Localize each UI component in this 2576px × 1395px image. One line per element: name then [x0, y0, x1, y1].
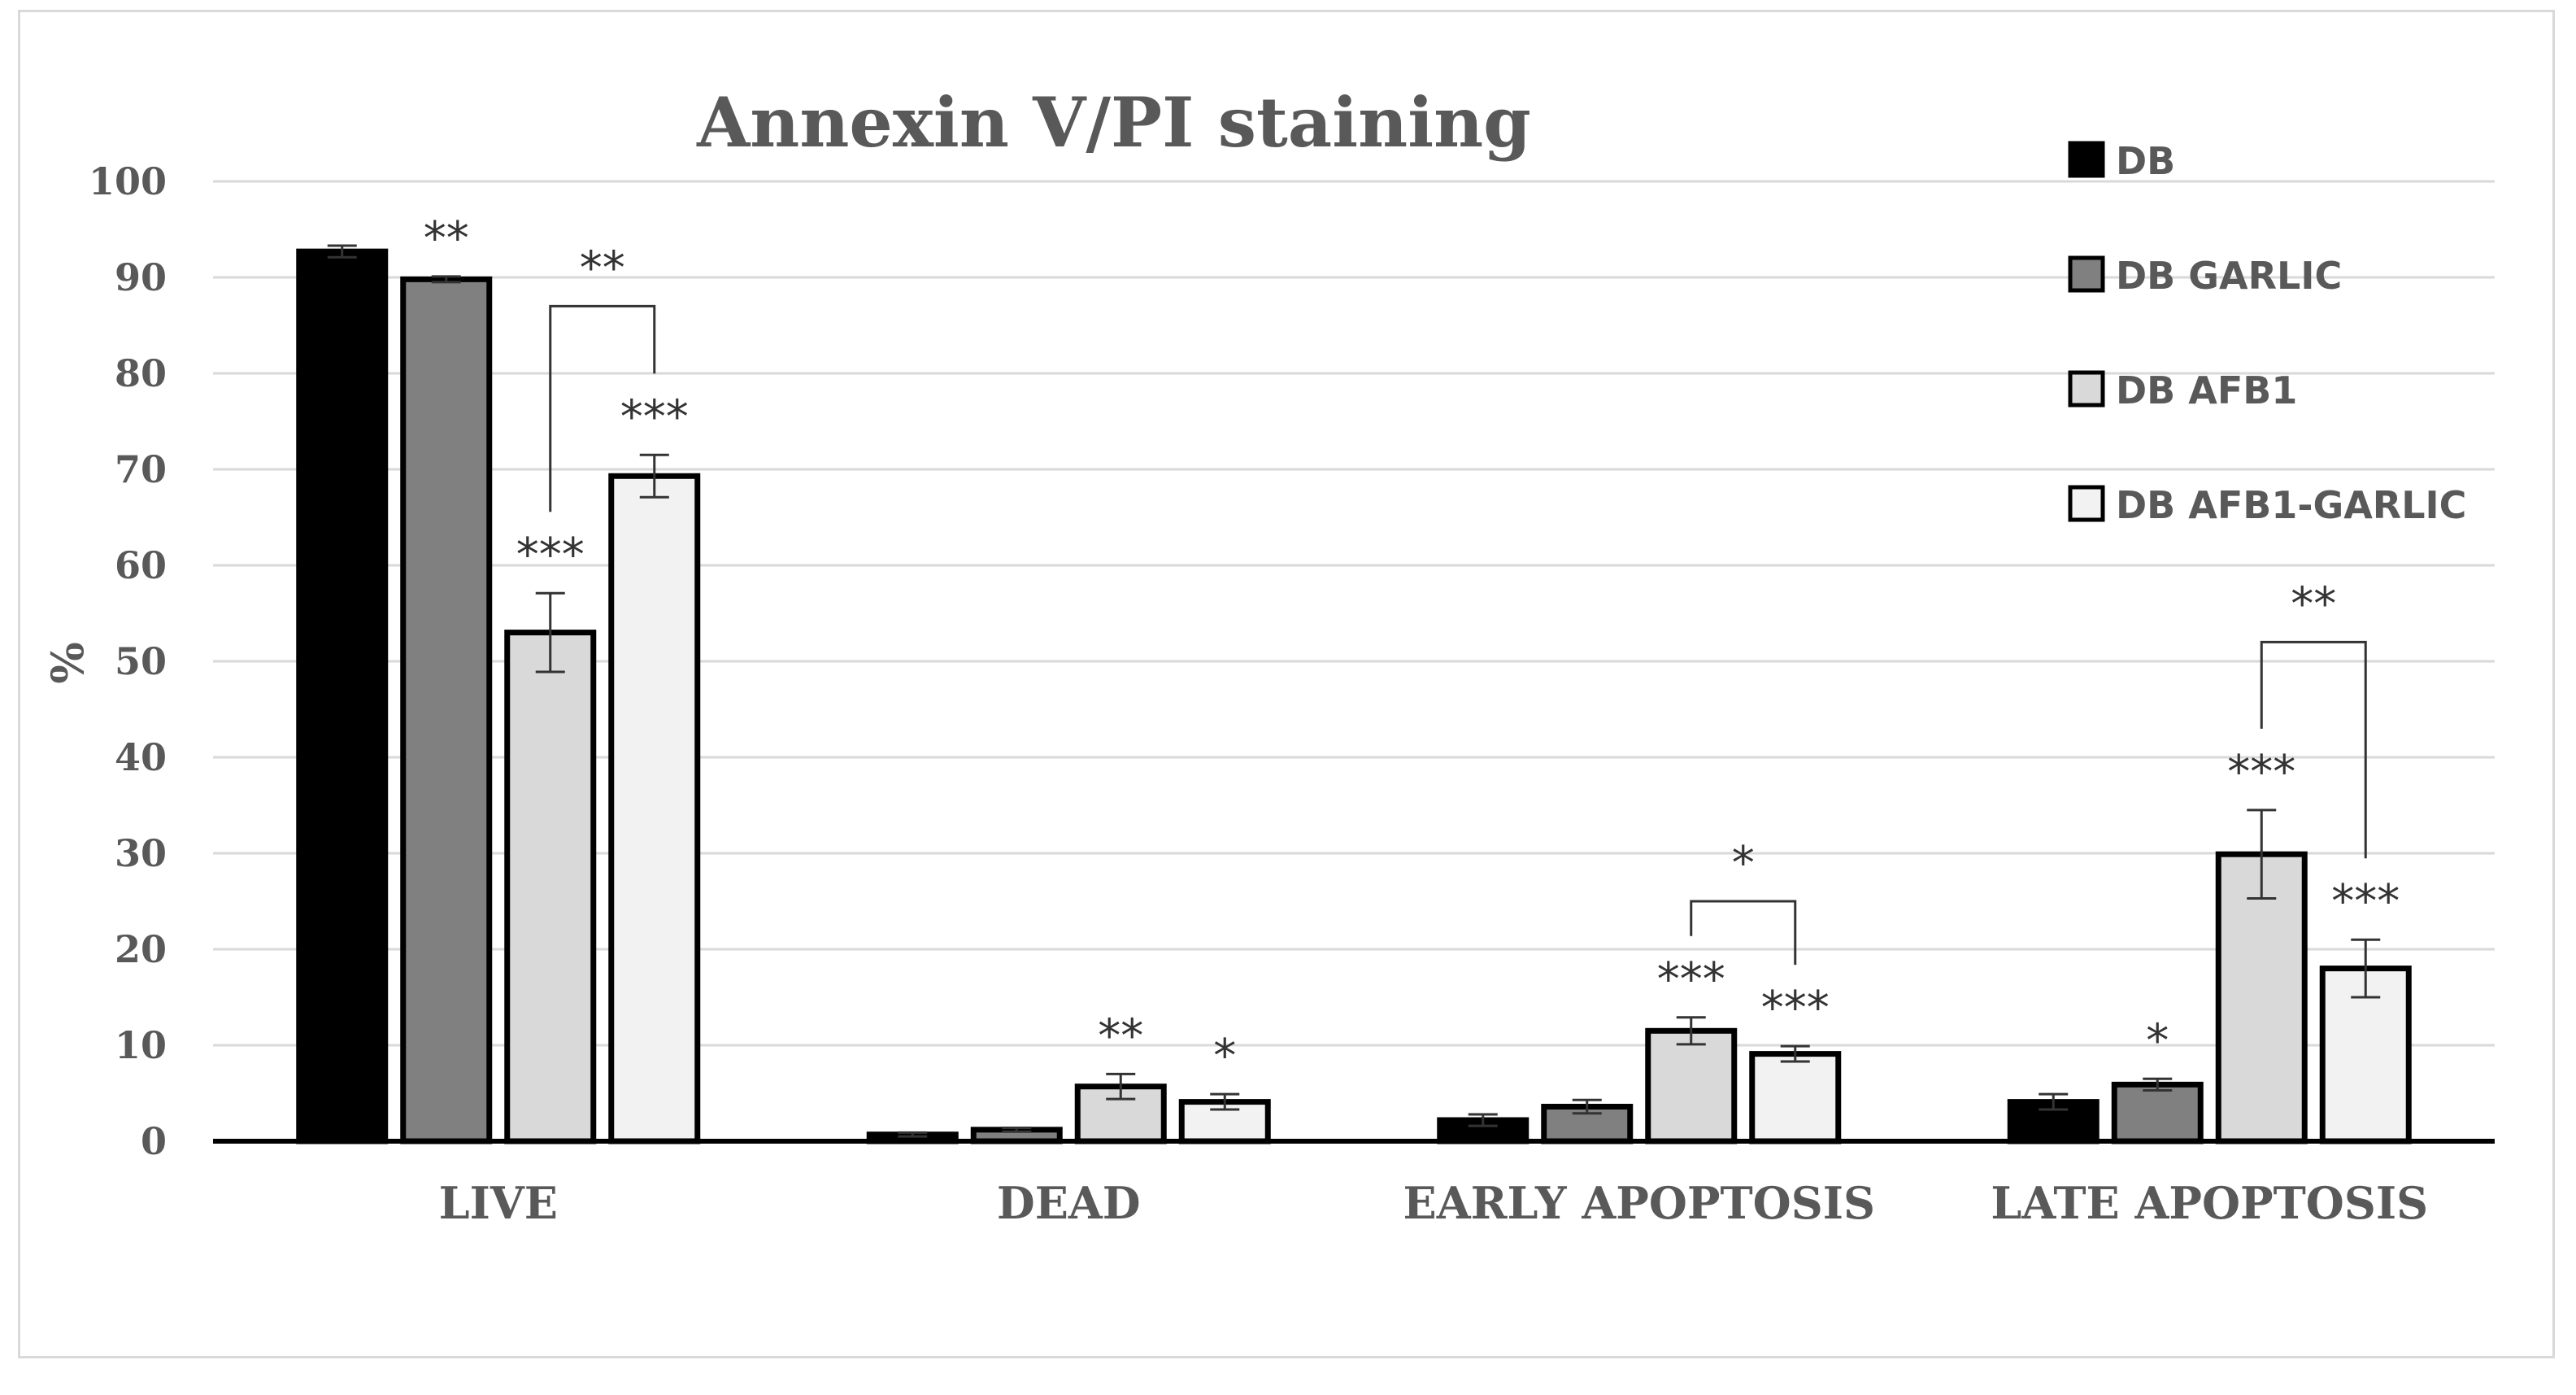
- y-tick-label: 30: [115, 831, 167, 875]
- legend-swatch: [2068, 370, 2105, 408]
- y-tick-label: 0: [141, 1119, 167, 1163]
- legend-label: DB AFB1-GARLIC: [2116, 483, 2466, 527]
- comparison-label: **: [580, 242, 625, 294]
- y-tick-label: 70: [115, 447, 167, 491]
- y-tick-label: 60: [115, 543, 167, 587]
- legend: DB DB GARLIC DB AFB1 DB AFB1-GARLIC: [2068, 139, 2466, 527]
- comparison-label: *: [1732, 837, 1755, 890]
- legend-swatch: [2068, 255, 2105, 293]
- legend-label: DB AFB1: [2116, 368, 2297, 412]
- significance-label: ***: [516, 529, 585, 582]
- y-tick-label: 50: [115, 639, 167, 683]
- significance-label: ***: [2227, 746, 2295, 799]
- significance-label: **: [424, 212, 469, 265]
- axes: 0 10 20 30 40 50 60 70 80 90 100 LIVE DEAD EARLY APOP…: [89, 159, 2495, 1229]
- chart-title: Annexin V/PI staining: [696, 82, 1531, 163]
- comparison-bracket: [1690, 900, 1797, 966]
- x-category-label: LIVE: [439, 1177, 558, 1229]
- comparison-bracket: [549, 304, 656, 512]
- y-axis-label: %: [41, 642, 94, 683]
- x-category-label: DEAD: [997, 1177, 1141, 1229]
- bar: [2215, 851, 2308, 1144]
- legend-label: DB GARLIC: [2116, 254, 2342, 298]
- significance-label: ***: [1657, 953, 1725, 1006]
- y-tick-label: 80: [115, 351, 167, 395]
- bar: [608, 473, 701, 1144]
- bar: [296, 248, 389, 1144]
- comparison-label: **: [2291, 578, 2336, 630]
- comparison-bracket: [2260, 640, 2367, 859]
- legend-swatch: [2068, 141, 2105, 178]
- significance-label: ***: [1761, 982, 1830, 1035]
- bars: *****************************: [296, 212, 2412, 1144]
- y-tick-label: 10: [115, 1023, 167, 1067]
- significance-label: **: [1098, 1009, 1143, 1062]
- legend-swatch: [2068, 485, 2105, 522]
- significance-label: ***: [2331, 875, 2400, 928]
- y-tick-label: 20: [115, 927, 167, 971]
- significance-label: *: [2146, 1014, 2169, 1067]
- legend-label: DB: [2116, 139, 2175, 183]
- y-tick-label: 100: [89, 159, 167, 203]
- x-category-label: EARLY APOPTOSIS: [1403, 1177, 1875, 1229]
- significance-label: *: [1213, 1030, 1236, 1083]
- bar: [1645, 1027, 1738, 1144]
- x-category-label: LATE APOPTOSIS: [1991, 1177, 2428, 1229]
- bar: [1749, 1051, 1842, 1144]
- significance-label: ***: [620, 390, 689, 443]
- y-tick-label: 40: [115, 735, 167, 779]
- bar: [400, 276, 493, 1144]
- bar: [504, 630, 597, 1144]
- y-tick-label: 90: [115, 255, 167, 299]
- bar: [2111, 1081, 2204, 1144]
